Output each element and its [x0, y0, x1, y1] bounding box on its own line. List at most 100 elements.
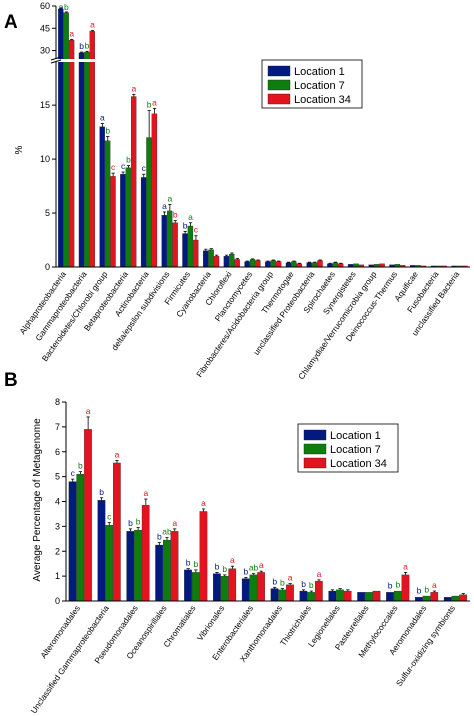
- y-tick-label: 60: [40, 1, 50, 11]
- legend-swatch: [303, 429, 327, 441]
- significance-label: b: [147, 100, 152, 110]
- bar: [125, 167, 131, 268]
- significance-label: a: [152, 97, 157, 107]
- significance-label: b: [417, 586, 422, 596]
- significance-label: a: [259, 560, 264, 570]
- bar: [170, 531, 179, 602]
- legend-swatch: [267, 93, 291, 105]
- bar: [249, 574, 258, 602]
- significance-label: a: [162, 201, 167, 211]
- bar: [270, 588, 279, 602]
- bar: [286, 584, 294, 602]
- bar: [393, 590, 402, 602]
- bar: [191, 572, 200, 602]
- significance-label: b: [99, 487, 104, 497]
- bar: [120, 174, 126, 268]
- bar: [84, 51, 90, 268]
- significance-label: b: [309, 580, 314, 590]
- bar: [357, 592, 366, 602]
- bar: [228, 568, 237, 602]
- bar: [89, 31, 95, 268]
- y-tick-label: 2: [55, 546, 60, 556]
- bar: [63, 12, 69, 268]
- bar: [161, 215, 168, 268]
- bar: [386, 592, 394, 602]
- bar: [112, 462, 121, 602]
- significance-label: a: [432, 580, 437, 590]
- bar: [311, 262, 318, 268]
- y-tick-label: 15: [40, 100, 50, 110]
- panel-b-chart: Average Percentage of Metagenome 0 1 2 3 4 5 6 7…: [28, 397, 470, 715]
- y-tick-label: 0: [45, 262, 50, 272]
- significance-label: b: [272, 576, 277, 586]
- y-tick-label: 8: [55, 397, 60, 407]
- significance-label: b: [424, 584, 429, 594]
- y-tick-label: 3: [55, 521, 60, 531]
- bar: [68, 40, 75, 268]
- significance-label: b: [183, 220, 188, 230]
- legend-swatch: [303, 443, 327, 455]
- bar: [285, 262, 292, 268]
- bar: [241, 578, 250, 602]
- bar: [187, 225, 194, 268]
- y-axis-label: Average Percentage of Metagenome: [32, 418, 43, 582]
- significance-label: a: [230, 555, 235, 565]
- bar: [314, 580, 323, 602]
- bar: [126, 531, 135, 602]
- y-tick-label: 1: [55, 571, 60, 581]
- bar: [234, 259, 240, 268]
- bar: [99, 126, 105, 268]
- bar: [443, 597, 452, 602]
- significance-label: b: [105, 125, 110, 135]
- significance-label: b: [388, 581, 393, 591]
- legend-label: Location 1: [294, 66, 345, 78]
- bar: [229, 253, 235, 268]
- significance-label: a: [69, 28, 74, 38]
- significance-label: b: [395, 579, 400, 589]
- bar: [220, 575, 229, 602]
- axis-break-mark: [50, 56, 62, 61]
- significance-label: a: [59, 2, 64, 12]
- bar: [317, 260, 323, 268]
- bar: [332, 262, 338, 268]
- bar: [278, 589, 287, 602]
- significance-label: ab: [162, 527, 172, 537]
- bar: [249, 259, 256, 268]
- significance-label: b: [157, 532, 162, 542]
- bar: [459, 594, 467, 602]
- bar: [68, 481, 77, 602]
- significance-label: b: [186, 558, 191, 568]
- significance-label: b: [193, 559, 198, 569]
- significance-label: b: [128, 518, 133, 528]
- y-tick-label: 6: [55, 447, 60, 457]
- panel-a-letter: A: [4, 12, 18, 33]
- significance-label: b: [136, 517, 141, 527]
- bar: [213, 573, 221, 602]
- significance-label: c: [194, 225, 199, 235]
- legend-label: Location 34: [330, 458, 387, 470]
- significance-label: c: [121, 161, 126, 171]
- y-tick-label: 5: [55, 472, 60, 482]
- significance-label: b: [280, 578, 285, 588]
- legend-swatch: [267, 79, 291, 91]
- bar: [223, 256, 230, 268]
- y-tick-label: 0: [55, 596, 60, 606]
- bar: [182, 233, 188, 268]
- legend-label: Location 34: [294, 94, 351, 106]
- bar: [275, 261, 282, 268]
- bar: [199, 511, 208, 602]
- significance-label: b: [126, 155, 131, 165]
- significance-label: a: [90, 20, 95, 30]
- axis-break-mark: [50, 59, 62, 64]
- bar: [270, 260, 276, 268]
- bar: [372, 590, 381, 602]
- bar: [422, 595, 431, 602]
- bar: [365, 592, 373, 602]
- bar: [167, 210, 173, 268]
- bar: [415, 597, 423, 602]
- significance-label: a: [131, 83, 136, 93]
- significance-label: a: [188, 212, 193, 222]
- significance-label: b: [85, 40, 90, 50]
- bar: [257, 572, 265, 602]
